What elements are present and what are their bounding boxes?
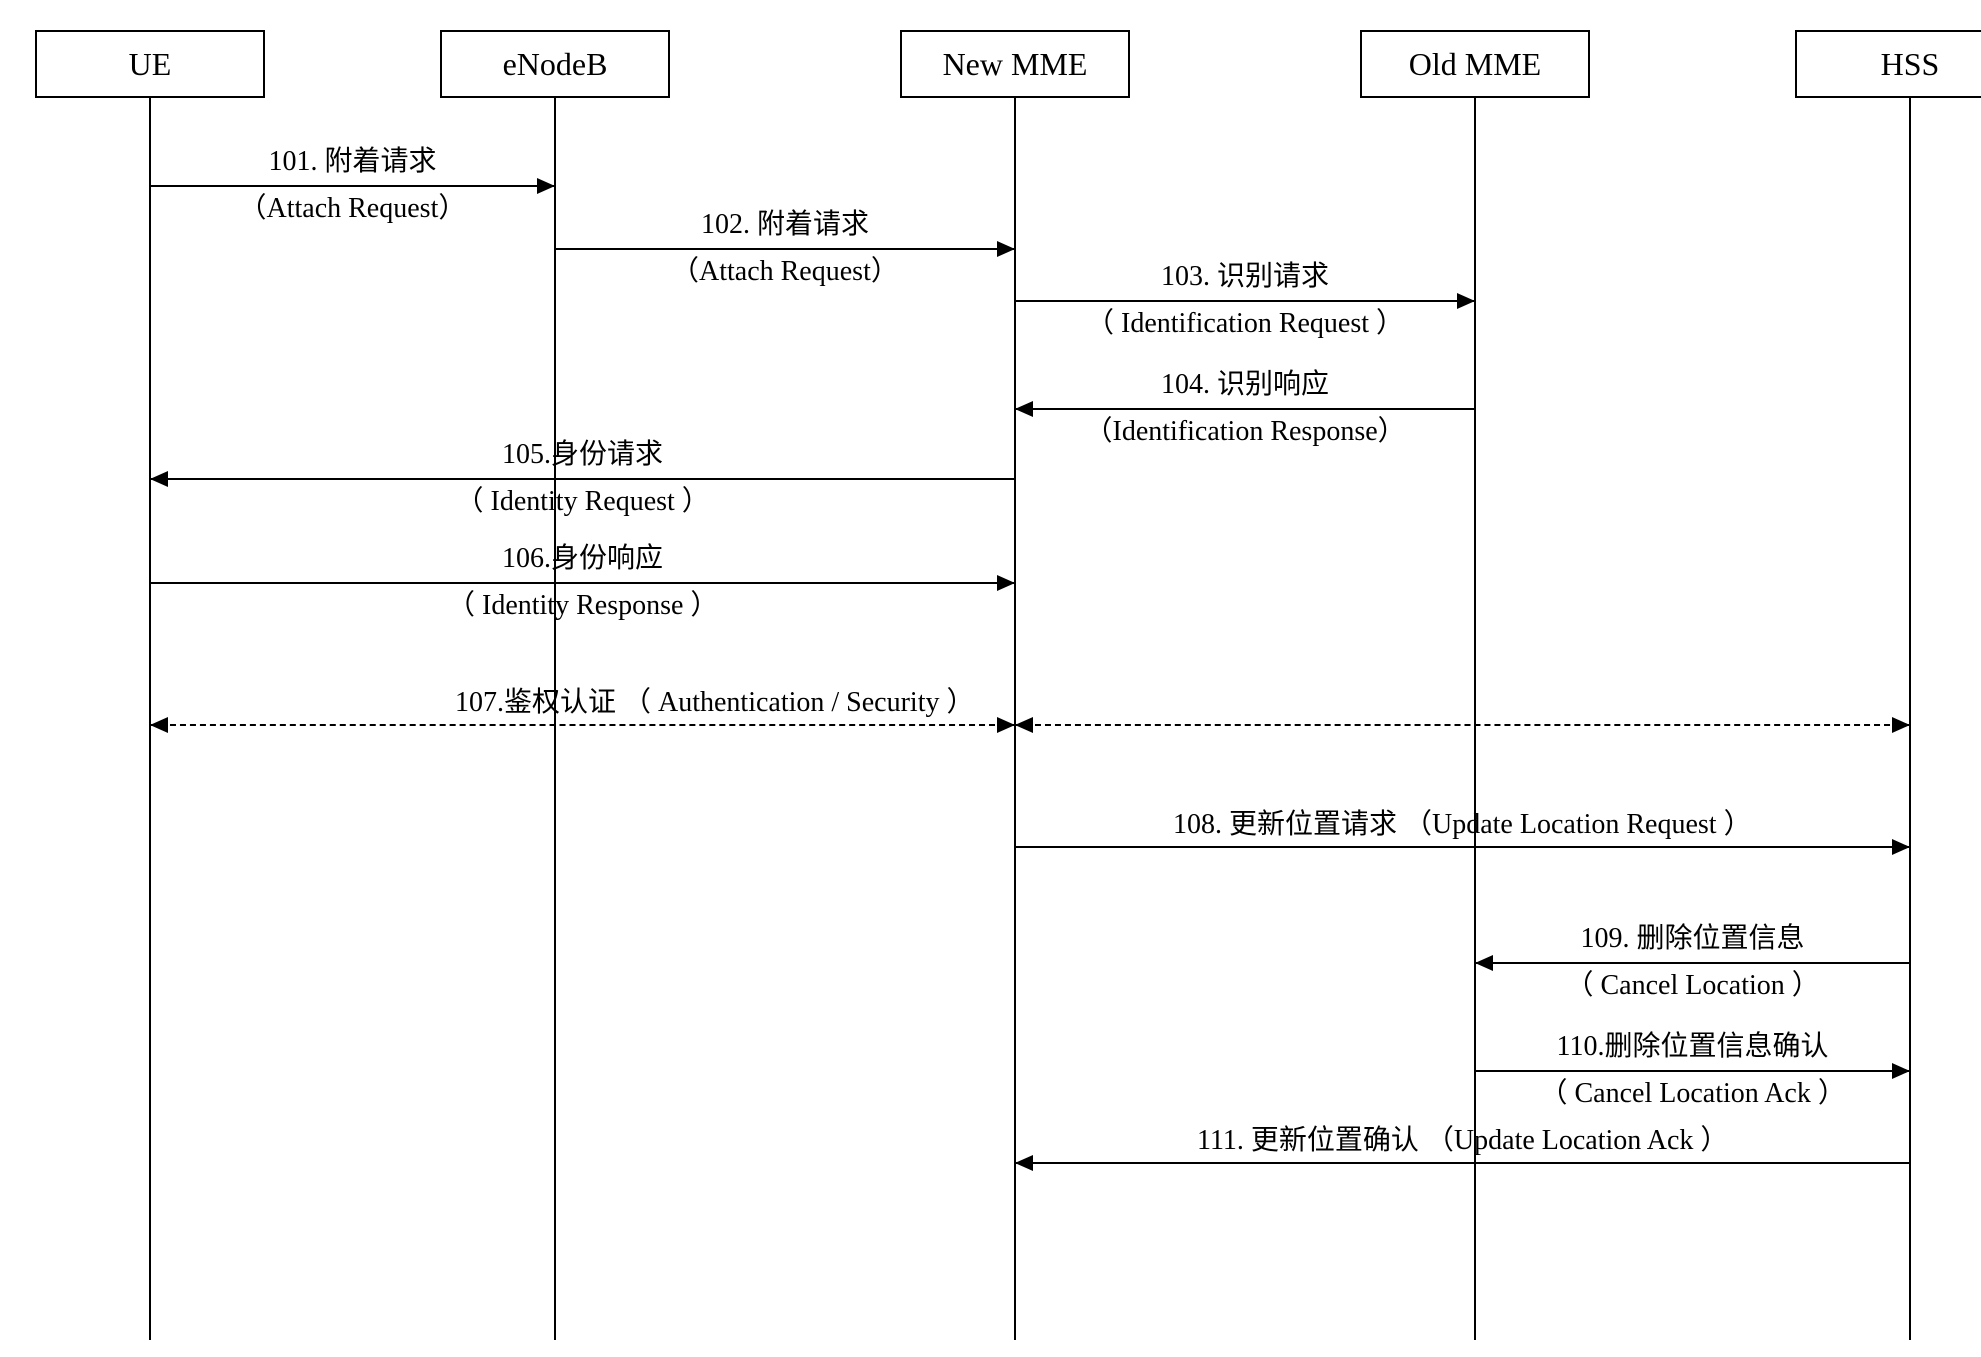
message-line [150,582,1015,584]
actor-enodeb: eNodeB [440,30,670,98]
message-label: （Attach Request） [671,254,899,289]
actor-oldmme: Old MME [1360,30,1590,98]
arrow-head [1015,401,1033,417]
message-label: 104. 识别响应 [1161,367,1329,402]
message-label: 106.身份响应 [502,541,663,576]
message-line [555,248,1015,250]
message-label: （ Identification Request ） [1086,306,1404,341]
message-label: 102. 附着请求 [701,207,869,242]
message-line [1475,962,1910,964]
message-label: （ Identity Request ） [456,484,710,519]
message-line [150,724,1015,726]
actor-newmme: New MME [900,30,1130,98]
arrow-head [1457,293,1475,309]
message-line [1015,846,1910,848]
arrow-head [997,241,1015,257]
message-label: 111. 更新位置确认 （Update Location Ack ） [1197,1123,1728,1158]
message-line [1015,1162,1910,1164]
arrow-head [1015,1155,1033,1171]
message-label: 108. 更新位置请求 （Update Location Request ） [1173,807,1752,842]
message-label: 101. 附着请求 [269,144,437,179]
message-label: 103. 识别请求 [1161,259,1329,294]
message-line [1015,408,1475,410]
actor-ue: UE [35,30,265,98]
arrow-head [150,717,168,733]
message-label: （Identification Response） [1085,414,1406,449]
message-line [150,478,1015,480]
message-label: 110.删除位置信息确认 [1557,1029,1829,1064]
actor-hss: HSS [1795,30,1981,98]
message-label: 105.身份请求 [502,437,663,472]
arrow-head [997,717,1015,733]
message-line [1015,724,1910,726]
message-label: （ Cancel Location ） [1566,968,1820,1003]
arrow-head [1892,839,1910,855]
arrow-head [537,178,555,194]
arrow-head [997,575,1015,591]
message-label: （Attach Request） [239,191,467,226]
message-label: 107.鉴权认证 （ Authentication / Security ） [455,685,975,720]
arrow-head [150,471,168,487]
message-label: （ Identity Response ） [447,588,718,623]
sequence-diagram: UE eNodeB New MME Old MME HSS 101. 附着请求 （Attac… [0,0,1981,1357]
arrow-head [1892,1063,1910,1079]
message-line [150,185,555,187]
arrow-head [1475,955,1493,971]
message-label: 109. 删除位置信息 [1581,921,1805,956]
message-label: （ Cancel Location Ack ） [1540,1076,1846,1111]
arrow-head [1892,717,1910,733]
arrow-head [1015,717,1033,733]
message-line [1475,1070,1910,1072]
message-line [1015,300,1475,302]
